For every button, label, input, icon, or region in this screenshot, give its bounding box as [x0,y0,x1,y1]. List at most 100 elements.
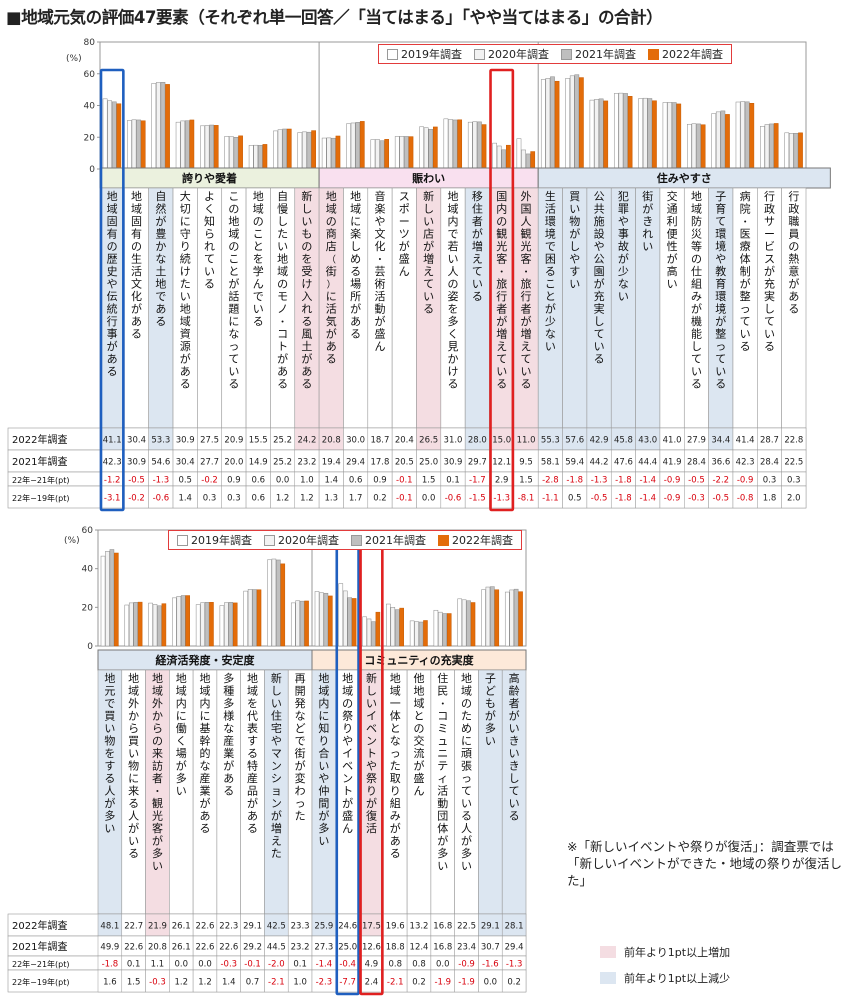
group-title: 経済活発度・安定度 [156,653,256,667]
bar-2022 [506,144,511,170]
table-value: -1.9 [434,978,451,988]
bar-2019 [314,591,320,647]
table-value: 30.9 [176,436,195,446]
table-value: -2.2 [712,476,729,486]
chart-1: 0 20 40 60 80(%) 誇りや愛着 賑わい 住みやすさ地域固有の歴史や伝統行事がある… [7,38,831,512]
table-value: 1.5 [127,978,141,988]
bar-2019 [760,126,765,170]
legend-swatch [264,534,275,546]
bar-2020 [131,119,137,170]
bar-2019 [243,590,248,647]
item-label: 子どもが多い [485,672,496,748]
bar-2022 [189,119,195,170]
bar-2020 [594,99,599,170]
bar-2021 [525,153,531,170]
bar-2019 [735,101,741,170]
bar-2019 [492,142,497,170]
table-value: 22.6 [124,943,143,953]
legend-label: 2022年調査 [452,534,513,547]
bar-2022 [603,100,609,170]
table-value: 28.4 [687,458,706,468]
table-value: 25.0 [419,458,438,468]
bar-2021 [133,602,138,647]
table-value: 42.5 [267,922,286,932]
bar-2021 [404,136,409,170]
bar-2019 [409,620,415,647]
bar-2021 [299,600,305,647]
chart-2-legend: 2019年調査 2020年調査 2021年調査 2022年調査 [168,530,522,550]
bar-2019 [290,602,296,647]
table-value: -0.5 [712,494,729,504]
chart-1-legend: 2019年調査 2020年調査 2021年調査 2022年調査 [378,44,732,64]
highlight-outline-red [489,68,515,512]
bar-2021 [574,74,580,170]
bar-2020 [485,586,491,647]
item-label: 買い物がしやすい [569,190,580,291]
legend-label: 2022年調査 [662,48,723,61]
table-value: 58.1 [541,458,560,468]
bar-2019 [565,78,570,170]
bar-2022 [213,125,219,170]
bar-2022 [579,77,584,170]
item-label: よく知られている [204,190,215,291]
bar-2022 [256,589,262,647]
bar-2022 [161,603,167,647]
label-cell [172,187,198,429]
bar-2022 [457,119,463,170]
table-value: -1.2 [104,476,121,486]
bar-2021 [466,600,471,647]
bar-2021 [671,102,677,170]
bar-2019 [386,603,391,647]
table-value: 24.2 [297,436,316,446]
bar-2020 [618,92,624,170]
table-value: 2.0 [787,494,801,504]
table-value: 42.9 [590,436,609,446]
table-value: -0.9 [664,476,681,486]
bar-2019 [127,120,132,170]
bar-2022 [700,124,706,170]
bar-2021 [598,98,604,170]
table-value: 1.2 [300,494,314,504]
table-cell [501,969,527,993]
table-value: -0.1 [244,960,261,970]
bar-2021 [696,123,701,170]
y-tick-label: 40 [84,102,96,112]
table-value: 22.6 [219,943,238,953]
table-value: 27.9 [687,436,706,446]
table-value: 16.8 [433,943,452,953]
table-value: 20.9 [224,436,243,446]
item-label: 地域のことを学んでいる [253,190,264,328]
bar-2020 [176,596,182,647]
y-tick-label: 20 [84,133,96,143]
item-label: 多種多様な産業がある [223,671,234,798]
table-value: 47.6 [614,458,633,468]
legend-item: 2020年調査 [474,46,549,62]
bar-2022 [375,611,381,647]
table-value: -0.2 [128,494,145,504]
bar-2020 [448,119,453,170]
bar-2020 [105,551,110,647]
bar-2021 [623,93,628,170]
bar-2021 [331,137,336,170]
y-tick-label: 60 [84,70,96,80]
bar-2020 [204,125,210,170]
row-header: 2021年調査 [12,455,67,468]
legend-item: 2020年調査 [264,532,339,548]
legend-label: 2021年調査 [365,534,426,547]
bar-2022 [335,135,341,170]
table-value: 1.4 [325,476,339,486]
bar-2020 [277,129,283,170]
table-value: 29.1 [481,922,500,932]
item-label: 新しいものを受け入れる風土がある [301,189,312,391]
table-value: 0.5 [178,476,192,486]
table-value: 0.2 [373,494,387,504]
bar-2021 [744,101,750,170]
legend-swatch [387,48,398,60]
bar-2022 [470,602,476,647]
item-label: 地域内に知り合いや仲間が多い [318,672,329,848]
table-value: 9.5 [519,458,533,468]
legend-item: 2019年調査 [387,46,462,62]
table-value: 11.0 [517,436,536,446]
item-label: 地域内に基幹的な産業がある [200,672,211,835]
legend-swatch [648,48,659,60]
